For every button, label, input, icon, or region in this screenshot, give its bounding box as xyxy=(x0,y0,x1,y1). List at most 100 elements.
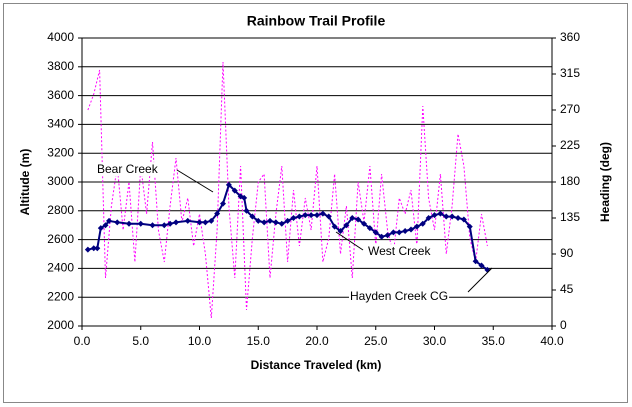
altitude-marker xyxy=(443,213,450,220)
altitude-marker xyxy=(460,216,467,223)
altitude-marker xyxy=(449,213,456,220)
x-tick-label: 0.0 xyxy=(74,334,91,348)
x-tick-label: 15.0 xyxy=(247,334,271,348)
annotation-bg xyxy=(96,162,160,177)
altitude-marker xyxy=(255,217,262,224)
altitude-marker xyxy=(396,229,403,236)
altitude-marker xyxy=(466,223,473,230)
altitude-marker xyxy=(137,220,144,227)
x-tick-label: 40.0 xyxy=(540,334,564,348)
altitude-marker xyxy=(167,220,174,227)
x-tick-label: 20.0 xyxy=(305,334,329,348)
altitude-marker xyxy=(114,219,121,226)
y2-tick-label: 90 xyxy=(560,246,574,260)
altitude-marker xyxy=(455,215,461,221)
x-tick-label: 5.0 xyxy=(132,334,149,348)
annotation-leader xyxy=(467,267,493,293)
annotation: Hayden Creek CG xyxy=(350,289,448,303)
altitude-marker xyxy=(267,217,273,224)
altitude-marker xyxy=(325,213,332,220)
altitude-marker xyxy=(173,219,179,226)
y-tick-label: 3200 xyxy=(47,145,74,159)
altitude-marker xyxy=(278,220,285,227)
y2-tick-label: 45 xyxy=(560,282,574,296)
annotation-leader xyxy=(176,169,214,193)
y-tick-label: 2000 xyxy=(47,318,74,332)
y-tick-label: 2600 xyxy=(47,232,74,246)
altitude-marker xyxy=(437,210,444,217)
altitude-marker xyxy=(97,225,104,232)
altitude-marker xyxy=(349,215,356,221)
altitude-marker xyxy=(472,258,479,265)
y-tick-label: 3600 xyxy=(47,88,74,102)
altitude-marker xyxy=(319,210,326,217)
altitude-marker xyxy=(241,194,248,201)
y-axis-label: Altitude (m) xyxy=(18,149,32,216)
altitude-marker xyxy=(308,212,315,219)
y2-tick-label: 270 xyxy=(560,102,580,116)
annotation: Bear Creek xyxy=(97,162,159,176)
altitude-marker xyxy=(408,226,414,233)
annotation: West Creek xyxy=(368,244,431,258)
y2-tick-label: 135 xyxy=(560,210,580,224)
altitude-marker xyxy=(296,213,303,220)
altitude-marker xyxy=(390,229,397,236)
altitude-marker xyxy=(361,220,367,227)
altitude-marker xyxy=(243,207,250,214)
altitude-marker xyxy=(126,220,132,227)
annotation-bg xyxy=(367,244,433,259)
altitude-marker xyxy=(413,223,420,230)
altitude-marker xyxy=(161,222,168,229)
annotation-leader xyxy=(335,231,364,251)
altitude-marker xyxy=(378,233,385,240)
y-tick-label: 3000 xyxy=(47,174,74,188)
altitude-marker xyxy=(249,213,256,220)
altitude-marker xyxy=(337,227,344,234)
x-tick-label: 30.0 xyxy=(423,334,447,348)
altitude-marker xyxy=(284,217,291,224)
annotation-bg xyxy=(349,289,450,304)
altitude-marker xyxy=(372,229,379,236)
altitude-marker xyxy=(402,227,409,234)
y-tick-label: 3400 xyxy=(47,117,74,131)
altitude-marker xyxy=(196,219,203,226)
altitude-marker xyxy=(425,215,432,221)
altitude-marker xyxy=(419,220,426,227)
x-tick-label: 25.0 xyxy=(364,334,388,348)
y-tick-label: 2200 xyxy=(47,289,74,303)
altitude-marker xyxy=(94,245,101,252)
y-tick-label: 2800 xyxy=(47,203,74,217)
y2-tick-label: 360 xyxy=(560,30,580,44)
altitude-marker xyxy=(214,210,221,217)
y-tick-label: 2400 xyxy=(47,261,74,275)
chart-title: Rainbow Trail Profile xyxy=(247,13,386,29)
altitude-marker xyxy=(478,262,485,269)
altitude-marker xyxy=(149,222,156,229)
altitude-marker xyxy=(343,222,350,229)
altitude-marker xyxy=(431,212,438,219)
altitude-marker xyxy=(272,219,279,226)
altitude-marker xyxy=(84,246,91,253)
altitude-marker xyxy=(355,216,362,223)
altitude-marker xyxy=(261,219,268,226)
altitude-marker xyxy=(331,223,338,230)
altitude-marker xyxy=(225,181,232,188)
altitude-marker xyxy=(231,187,238,194)
altitude-marker xyxy=(290,215,297,221)
y-tick-label: 4000 xyxy=(47,30,74,44)
altitude-marker xyxy=(184,217,191,224)
y-tick-label: 3800 xyxy=(47,59,74,73)
altitude-marker xyxy=(314,212,320,219)
altitude-marker xyxy=(302,212,309,219)
y2-tick-label: 225 xyxy=(560,138,580,152)
altitude-marker xyxy=(384,232,391,239)
altitude-marker xyxy=(202,219,209,226)
y2-axis-label: Heading (deg) xyxy=(598,142,612,222)
y2-tick-label: 315 xyxy=(560,66,580,80)
y2-tick-label: 180 xyxy=(560,174,580,188)
x-axis-label: Distance Traveled (km) xyxy=(251,358,382,372)
x-tick-label: 10.0 xyxy=(188,334,212,348)
altitude-marker xyxy=(90,245,97,252)
altitude-marker xyxy=(102,222,109,229)
